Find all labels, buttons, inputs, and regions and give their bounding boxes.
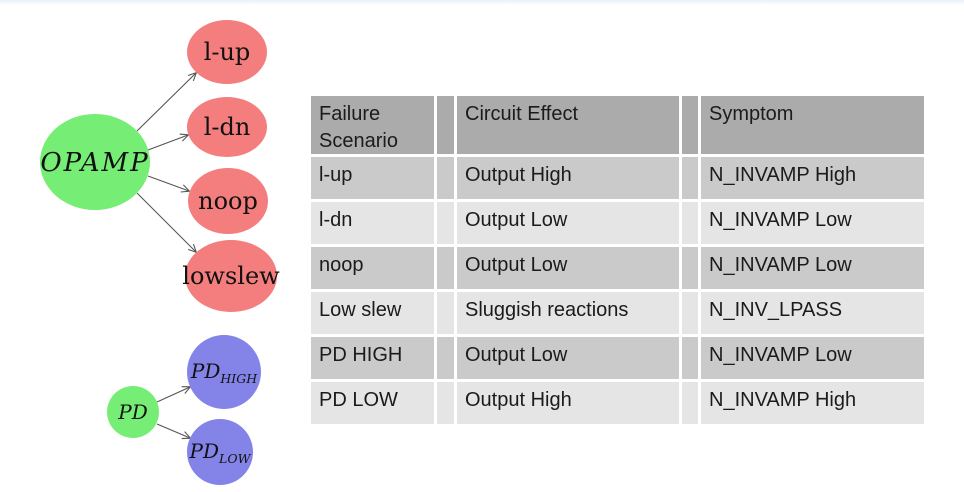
node-lowslew-shape (185, 240, 277, 312)
cell-spacer (682, 382, 698, 424)
cell-spacer (437, 202, 454, 244)
cell-spacer (437, 247, 454, 289)
node-opamp: OPAMP (40, 114, 150, 210)
top-edge-highlight (0, 0, 964, 5)
cell-spacer (682, 247, 698, 289)
cell-scenario: l-dn (311, 202, 434, 244)
node-noop-label: noop (198, 187, 258, 215)
node-pd-label: PD (117, 400, 148, 424)
cell-spacer (682, 202, 698, 244)
cell-spacer (437, 157, 454, 199)
header-failure-scenario: Failure Scenario (311, 96, 434, 154)
cell-spacer (682, 337, 698, 379)
node-l-dn-label: l-dn (204, 113, 251, 141)
node-lowslew-label: lowslew (182, 262, 280, 290)
cell-scenario: PD LOW (311, 382, 434, 424)
node-pd-low-label: PDLOW (189, 439, 252, 466)
node-l-up-shape (187, 20, 267, 84)
edge-opamp-ldn (147, 135, 188, 151)
cell-spacer (682, 157, 698, 199)
cell-symptom: N_INVAMP High (701, 157, 924, 199)
cell-scenario: PD HIGH (311, 337, 434, 379)
node-opamp-shape (40, 114, 150, 210)
cell-symptom: N_INVAMP Low (701, 247, 924, 289)
node-noop-shape (188, 168, 268, 234)
node-pd-low: PDLOW (187, 419, 253, 485)
node-pd-high-label: PDHIGH (190, 359, 258, 386)
cell-effect: Sluggish reactions (457, 292, 679, 334)
node-opamp-label: OPAMP (40, 148, 149, 178)
cell-effect: Output Low (457, 202, 679, 244)
header-symptom: Symptom (701, 96, 924, 154)
cell-spacer (437, 382, 454, 424)
cell-spacer (437, 292, 454, 334)
node-noop: noop (188, 168, 268, 234)
header-spacer-1 (437, 96, 454, 154)
node-pd-high-shape (187, 335, 261, 409)
cell-effect: Output Low (457, 337, 679, 379)
node-l-up-label: l-up (204, 38, 251, 66)
node-pd: PD (107, 386, 159, 438)
cell-symptom: N_INVAMP Low (701, 337, 924, 379)
cell-effect: Output High (457, 382, 679, 424)
edge-pd-pdhigh (156, 387, 190, 403)
node-l-dn: l-dn (187, 97, 267, 157)
cell-effect: Output Low (457, 247, 679, 289)
edge-pd-pdlow (156, 423, 190, 438)
node-l-up: l-up (187, 20, 267, 84)
cell-symptom: N_INVAMP Low (701, 202, 924, 244)
header-circuit-effect: Circuit Effect (457, 96, 679, 154)
cell-scenario: Low slew (311, 292, 434, 334)
cell-spacer (437, 337, 454, 379)
header-spacer-2 (682, 96, 698, 154)
cell-effect: Output High (457, 157, 679, 199)
node-pd-high: PDHIGH (187, 335, 261, 409)
node-pd-shape (107, 386, 159, 438)
node-l-dn-shape (187, 97, 267, 157)
edge-opamp-lowslew (136, 192, 196, 252)
edge-opamp-lup (136, 73, 196, 132)
node-lowslew: lowslew (182, 240, 280, 312)
failure-scenario-table: Failure Scenario Circuit Effect Symptom … (311, 96, 924, 424)
fault-tree-diagram: OPAMP l-up l-dn noop lowslew PD PDHIGH (40, 20, 280, 485)
cell-symptom: N_INVAMP High (701, 382, 924, 424)
cell-spacer (682, 292, 698, 334)
cell-symptom: N_INV_LPASS (701, 292, 924, 334)
node-pd-low-shape (187, 419, 253, 485)
edge-opamp-noop (147, 175, 189, 191)
cell-scenario: noop (311, 247, 434, 289)
cell-scenario: l-up (311, 157, 434, 199)
